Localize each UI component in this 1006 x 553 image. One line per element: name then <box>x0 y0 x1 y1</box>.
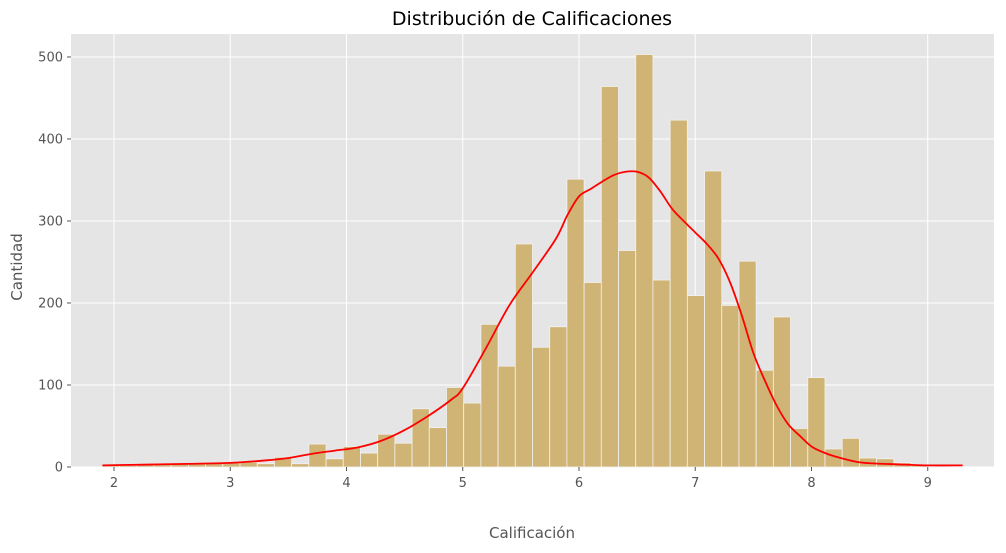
x-axis-ticks: 2 3 4 5 6 7 8 9 <box>110 467 932 491</box>
histogram-bar <box>480 323 499 468</box>
y-axis-label: Cantidad <box>8 233 26 300</box>
x-tick-label: 2 <box>110 476 118 491</box>
x-tick-label: 3 <box>226 476 234 491</box>
histogram-bar <box>394 442 413 468</box>
histogram-bar <box>256 463 275 468</box>
histogram-bar <box>755 369 774 468</box>
histogram-bar <box>549 326 568 468</box>
x-tick-label: 7 <box>691 476 699 491</box>
y-tick-label: 500 <box>38 50 63 65</box>
y-tick-label: 0 <box>55 461 63 476</box>
histogram-bar <box>721 305 740 468</box>
x-tick-label: 5 <box>459 476 467 491</box>
y-axis-ticks: 0 100 200 300 400 500 <box>38 50 71 476</box>
histogram-bar <box>566 178 585 468</box>
histogram-bar <box>274 456 293 468</box>
x-tick-label: 6 <box>575 476 583 491</box>
histogram-bar <box>807 377 826 468</box>
y-tick-label: 300 <box>38 214 63 229</box>
histogram-bar <box>497 365 516 468</box>
histogram-bar <box>618 250 637 468</box>
histogram-bar <box>772 316 791 468</box>
x-tick-label: 4 <box>342 476 350 491</box>
histogram-bar <box>738 260 757 468</box>
histogram-bar <box>308 443 327 468</box>
histogram-bar <box>635 54 654 468</box>
histogram-bar <box>446 387 465 468</box>
histogram-bar <box>428 427 447 468</box>
x-tick-label: 8 <box>807 476 815 491</box>
histogram-bar <box>463 402 482 468</box>
histogram-bar <box>291 463 310 468</box>
chart-title: Distribución de Calificaciones <box>392 8 672 30</box>
histogram-bar <box>583 282 602 468</box>
y-tick-label: 100 <box>38 378 63 393</box>
histogram-bar <box>325 458 344 468</box>
kde-line <box>102 170 963 467</box>
histogram-bar <box>600 86 619 468</box>
histogram-bar <box>669 119 688 468</box>
histogram-bar <box>652 279 671 468</box>
histogram-bar <box>532 346 551 468</box>
y-tick-label: 200 <box>38 296 63 311</box>
x-tick-label: 9 <box>924 476 932 491</box>
histogram-bar <box>686 295 705 468</box>
histogram-bar <box>704 170 723 468</box>
x-axis-label: Calificación <box>489 524 575 542</box>
histogram-bar <box>360 452 379 468</box>
y-tick-label: 400 <box>38 132 63 147</box>
